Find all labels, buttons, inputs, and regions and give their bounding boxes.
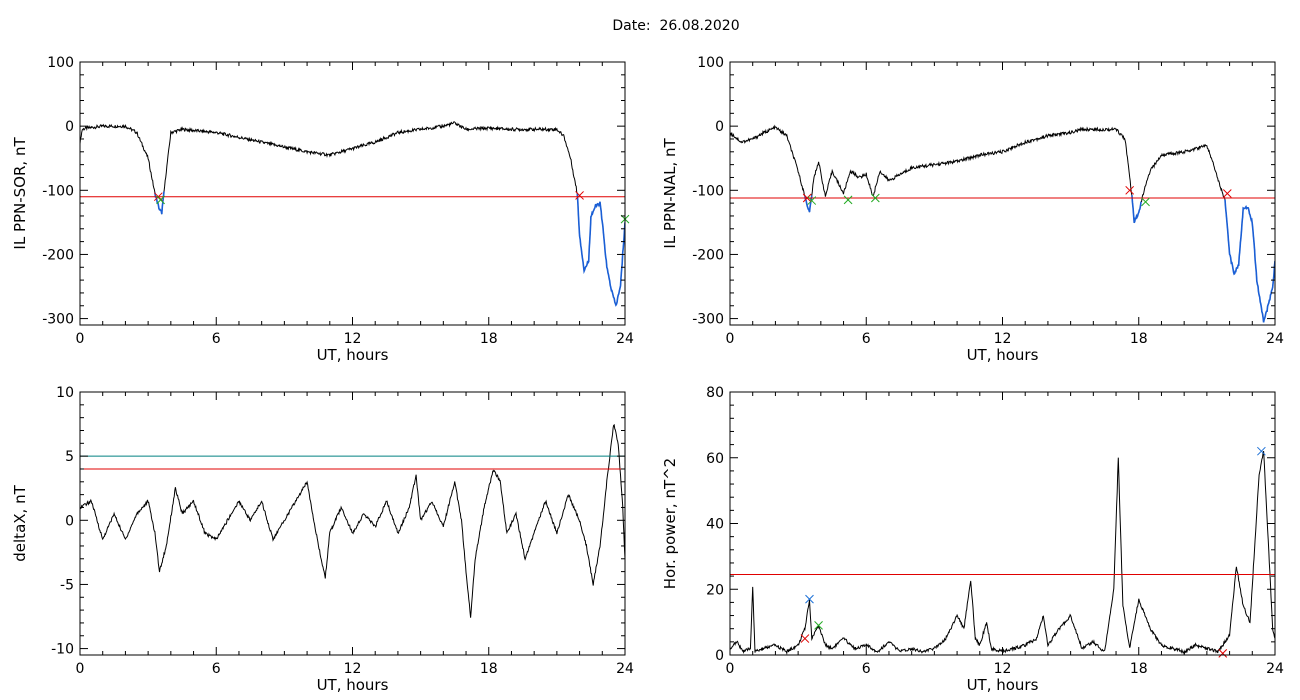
y-tick-label: 0 <box>65 119 74 135</box>
x-tick-label: 12 <box>994 661 1012 677</box>
y-tick-label: -100 <box>42 183 74 199</box>
x-tick-label: 18 <box>480 331 498 347</box>
x-tick-label: 6 <box>212 661 221 677</box>
plot-frame <box>79 391 626 656</box>
y-tick-label: -5 <box>60 577 74 593</box>
y-tick-label: 100 <box>47 55 74 71</box>
panel-deltax: 0 6 12 18 24 10 5 0 -5 -10 UT, hours deltaX, nT <box>11 385 634 694</box>
y-tick-label: 60 <box>706 451 724 467</box>
marker-green <box>843 195 853 205</box>
y-tick-label: -100 <box>692 183 724 199</box>
y-tick-label: -10 <box>51 642 74 658</box>
x-tick-label: 12 <box>344 661 362 677</box>
marker-stroke <box>1257 446 1266 456</box>
x-tick-label: 12 <box>344 331 362 347</box>
y-tick-label: 0 <box>715 119 724 135</box>
marker-blue <box>805 594 814 604</box>
panel-hor-power: 0 6 12 18 24 80 60 40 20 0 UT, hours Hor. power, nT… <box>661 385 1284 694</box>
panel-il-sor: 0 6 12 18 24 100 0 -100 -200 -300 UT, hours IL PPN-… <box>11 55 634 364</box>
marker-stroke <box>1141 197 1150 207</box>
x-tick-label: 18 <box>480 661 498 677</box>
marker-stroke <box>800 634 810 643</box>
x-tick-label: 6 <box>862 661 871 677</box>
series-line <box>80 121 625 307</box>
marker-stroke <box>814 621 823 630</box>
x-tick-label: 24 <box>1266 661 1284 677</box>
y-tick-label: 40 <box>706 517 724 533</box>
y-tick-label: 80 <box>706 385 724 401</box>
y-tick-label: 0 <box>715 648 724 664</box>
marker-red <box>1222 189 1232 198</box>
y-tick-label: 100 <box>697 55 724 71</box>
x-axis-title: UT, hours <box>317 346 389 364</box>
marker-stroke <box>843 195 853 205</box>
panel-il-nal: 0 6 12 18 24 100 0 -100 -200 -300 UT, hours IL PPN-… <box>661 55 1284 364</box>
marker-stroke <box>807 196 817 205</box>
x-tick-label: 6 <box>862 331 871 347</box>
marker-stroke <box>1125 185 1135 195</box>
figure-title: Date: 26.08.2020 <box>612 18 740 34</box>
marker-stroke <box>805 594 814 604</box>
x-tick-label: 0 <box>726 661 735 677</box>
marker-stroke <box>156 195 165 205</box>
y-tick-label: 5 <box>65 449 74 465</box>
plot-frame <box>729 391 1276 656</box>
highlight-segment <box>1224 199 1275 323</box>
marker-red <box>575 191 584 200</box>
marker-stroke <box>802 193 812 203</box>
marker-red <box>800 634 810 643</box>
x-tick-label: 24 <box>616 331 634 347</box>
x-tick-label: 6 <box>212 331 221 347</box>
marker-green <box>1141 197 1150 207</box>
marker-red <box>1218 649 1228 658</box>
marker-red <box>1125 185 1135 195</box>
marker-stroke <box>575 191 584 200</box>
x-tick-label: 12 <box>994 331 1012 347</box>
y-tick-label: -300 <box>42 312 74 328</box>
marker-green <box>814 621 823 630</box>
x-tick-label: 0 <box>726 331 735 347</box>
y-tick-label: -200 <box>692 247 724 263</box>
x-tick-label: 0 <box>76 661 85 677</box>
x-axis-title: UT, hours <box>967 346 1039 364</box>
x-axis-title: UT, hours <box>317 676 389 694</box>
series-line <box>80 423 625 618</box>
highlight-segment <box>1131 195 1142 224</box>
series-line <box>730 124 1275 323</box>
y-tick-label: 20 <box>706 582 724 598</box>
x-tick-label: 0 <box>76 331 85 347</box>
marker-green <box>156 195 165 205</box>
marker-stroke <box>1222 189 1232 198</box>
y-axis-title: IL PPN-NAL, nT <box>661 138 679 249</box>
y-tick-label: 0 <box>65 513 74 529</box>
highlight-segment <box>804 195 813 213</box>
x-axis-title: UT, hours <box>967 676 1039 694</box>
x-tick-label: 18 <box>1130 331 1148 347</box>
marker-stroke <box>870 193 880 203</box>
y-axis-title: IL PPN-SOR, nT <box>11 137 29 250</box>
x-tick-label: 18 <box>1130 661 1148 677</box>
y-tick-label: -300 <box>692 312 724 328</box>
marker-green <box>870 193 880 203</box>
marker-stroke <box>153 192 163 202</box>
highlight-segment <box>576 193 625 307</box>
marker-stroke <box>1218 649 1228 658</box>
y-axis-title: deltaX, nT <box>11 484 29 561</box>
y-tick-label: -200 <box>42 247 74 263</box>
y-axis-title: Hor. power, nT^2 <box>661 458 679 589</box>
y-tick-label: 10 <box>56 385 74 401</box>
marker-red <box>802 193 812 203</box>
marker-green <box>807 196 817 205</box>
x-tick-label: 24 <box>616 661 634 677</box>
x-tick-label: 24 <box>1266 331 1284 347</box>
series-line <box>730 451 1275 655</box>
marker-blue <box>1257 446 1266 456</box>
